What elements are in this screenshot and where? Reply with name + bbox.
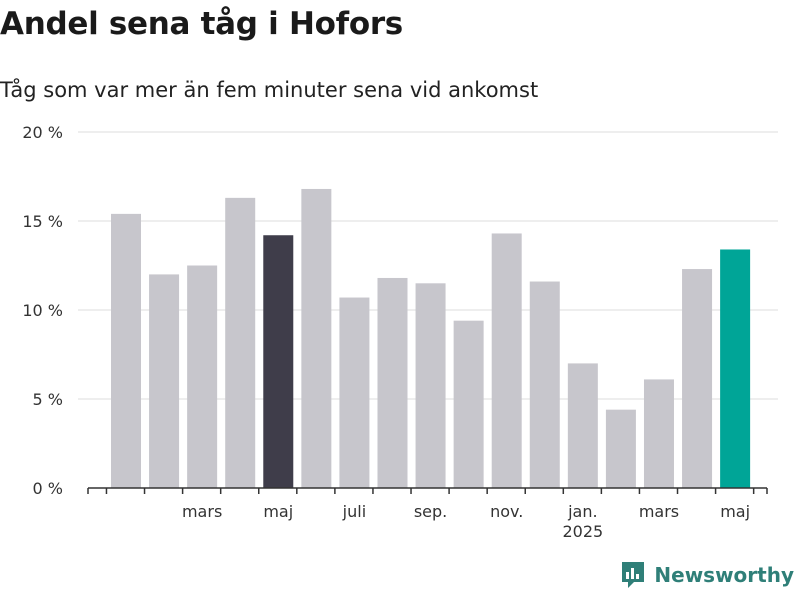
x-tick-label: mars bbox=[639, 502, 679, 521]
bar bbox=[491, 233, 522, 488]
x-tick-label: maj bbox=[263, 502, 293, 521]
bar bbox=[453, 320, 484, 488]
x-tick-label: juli bbox=[342, 502, 366, 521]
bar bbox=[567, 363, 598, 488]
bar bbox=[529, 281, 560, 488]
brand-logo: Newsworthy bbox=[620, 560, 794, 590]
bar bbox=[415, 283, 446, 488]
bar bbox=[263, 235, 294, 488]
bar bbox=[605, 409, 636, 488]
x-tick-label: nov. bbox=[490, 502, 523, 521]
chart-subtitle: Tåg som var mer än fem minuter sena vid … bbox=[0, 78, 539, 102]
y-tick-label: 10 % bbox=[22, 301, 63, 320]
x-tick-label: jan. bbox=[567, 502, 597, 521]
bar bbox=[682, 269, 713, 488]
x-tick-label: mars bbox=[182, 502, 222, 521]
bar bbox=[339, 297, 370, 488]
bar bbox=[720, 249, 751, 488]
y-tick-label: 15 % bbox=[22, 212, 63, 231]
x-tick-label: maj bbox=[720, 502, 750, 521]
bar bbox=[149, 274, 180, 488]
y-tick-label: 5 % bbox=[33, 390, 63, 409]
y-tick-label: 20 % bbox=[22, 123, 63, 142]
brand-name: Newsworthy bbox=[654, 563, 794, 587]
x-tick-year-label: 2025 bbox=[562, 522, 603, 541]
bar bbox=[225, 197, 256, 489]
bar bbox=[187, 265, 218, 488]
bar bbox=[301, 188, 332, 488]
bar bbox=[111, 213, 141, 488]
x-tick-label: sep. bbox=[414, 502, 447, 521]
y-tick-label: 0 % bbox=[33, 479, 63, 498]
bar bbox=[643, 379, 674, 488]
bar bbox=[377, 277, 408, 488]
chart-title: Andel sena tåg i Hofors bbox=[0, 6, 403, 42]
newsworthy-logo-icon bbox=[622, 562, 645, 588]
